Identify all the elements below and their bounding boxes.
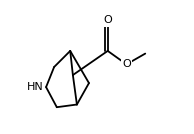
- Text: O: O: [103, 15, 112, 25]
- Text: O: O: [122, 59, 131, 69]
- Text: HN: HN: [27, 82, 43, 92]
